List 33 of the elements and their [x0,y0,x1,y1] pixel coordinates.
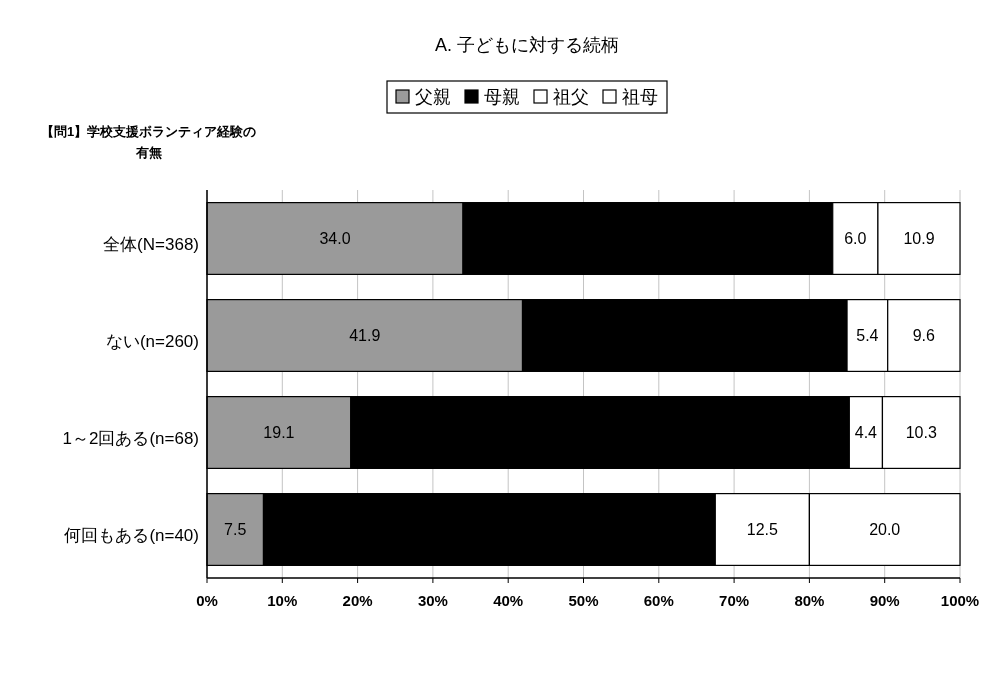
x-tick-label: 10% [267,592,298,609]
data-label: 12.5 [746,521,779,538]
data-label: 41.9 [349,327,381,344]
x-tick-label: 0% [196,592,218,609]
data-label: 6.0 [844,230,867,247]
data-label: 10.3 [905,424,937,441]
x-tick-label: 90% [869,592,900,609]
x-tick-label: 100% [940,592,980,609]
x-tick-label: 80% [794,592,825,609]
y-tick-label: 1～2回ある(n=68) [62,429,199,448]
y-tick-label: 全体(N=368) [103,235,199,254]
legend-label: 祖母 [622,87,658,107]
x-tick-label: 70% [719,592,750,609]
chart-title: A. 子どもに対する続柄 [434,35,620,55]
x-tick-label: 60% [643,592,674,609]
y-tick-label: ない(n=260) [105,332,199,351]
legend-label: 祖父 [553,87,589,107]
data-label: 5.4 [856,327,879,344]
x-tick-label: 30% [417,592,448,609]
data-label: 19.1 [263,424,295,441]
data-label: 9.6 [912,327,936,344]
legend-label: 父親 [415,87,451,107]
x-tick-label: 50% [568,592,599,609]
x-tick-label: 20% [342,592,373,609]
x-tick-label: 40% [493,592,524,609]
data-label: 10.9 [903,230,935,247]
data-label: 7.5 [224,521,247,538]
data-label: 4.4 [854,424,878,441]
y-tick-label: 何回もある(n=40) [64,526,199,545]
data-label: 20.0 [869,521,901,538]
data-label: 34.0 [319,230,351,247]
legend-label: 母親 [484,87,520,107]
y-axis-title: 【問1】学校支援ボランティア経験の有無 [39,123,258,162]
